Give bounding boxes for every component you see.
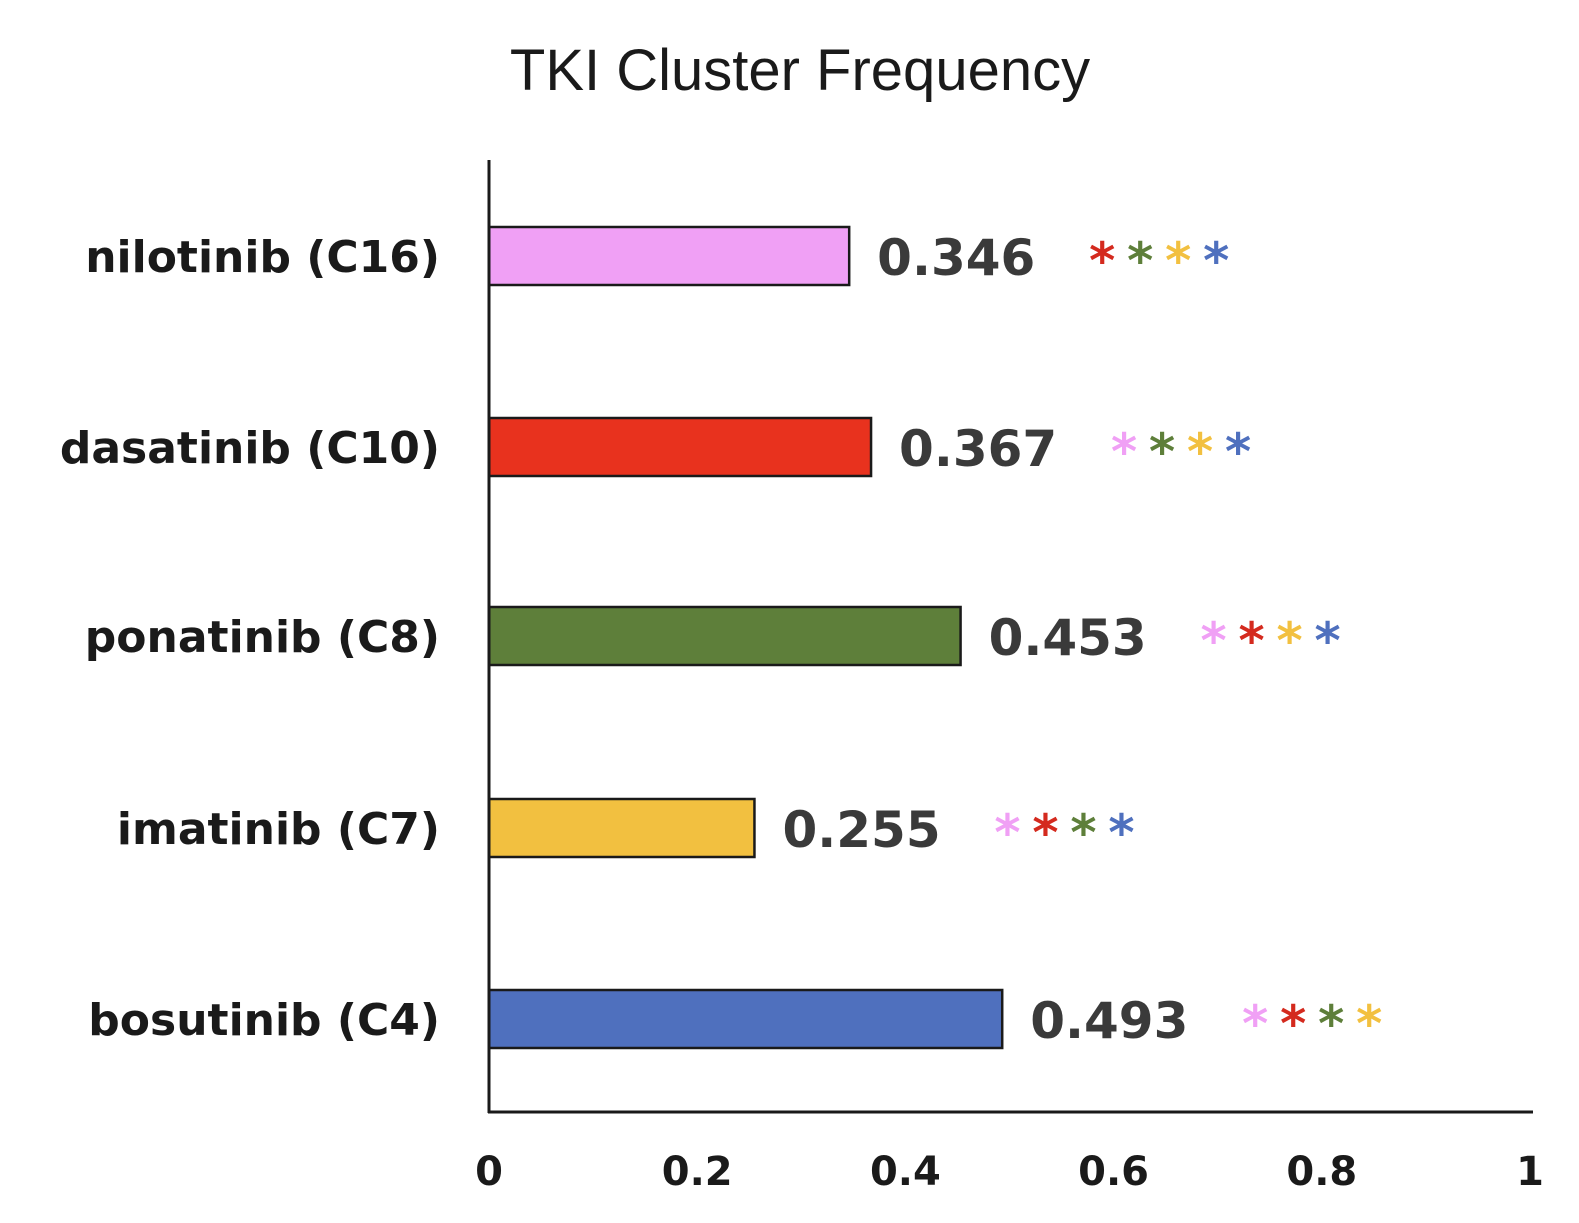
value-label-4: 0.493 [1030, 992, 1188, 1050]
significance-star-0-3: * [1203, 232, 1229, 290]
significance-star-3-0: * [994, 804, 1020, 862]
category-label-1: dasatinib (C10) [60, 423, 440, 474]
value-label-3: 0.255 [782, 801, 940, 859]
significance-star-2-3: * [1314, 612, 1340, 670]
value-label-0: 0.346 [877, 229, 1035, 287]
chart-title: TKI Cluster Frequency [510, 38, 1090, 103]
labels-layer: nilotinib (C16) 0.346 dasatinib (C10) 0.367… [60, 229, 1189, 1050]
significance-layer: * * * ** * * ** * * ** * * ** * * * [994, 232, 1382, 1053]
value-label-1: 0.367 [899, 420, 1057, 478]
x-tick-label-2: 0.4 [870, 1149, 941, 1195]
significance-star-2-2: * [1276, 612, 1302, 670]
bar-3 [487, 797, 756, 859]
significance-star-1-2: * [1187, 423, 1213, 481]
significance-star-4-3: * [1356, 995, 1382, 1053]
significance-star-2-0: * [1200, 612, 1226, 670]
x-tick-label-1: 0.2 [662, 1149, 733, 1195]
significance-star-2-1: * [1238, 612, 1264, 670]
significance-star-3-3: * [1108, 804, 1134, 862]
bar-4 [487, 988, 1004, 1050]
bars-layer [487, 225, 1004, 1050]
significance-star-4-2: * [1318, 995, 1344, 1053]
x-tick-label-4: 0.8 [1286, 1149, 1357, 1195]
significance-star-0-1: * [1127, 232, 1153, 290]
x-tick-label-3: 0.6 [1078, 1149, 1149, 1195]
bar-2 [487, 605, 962, 667]
category-label-2: ponatinib (C8) [85, 612, 440, 663]
category-label-3: imatinib (C7) [117, 804, 440, 855]
category-label-4: bosutinib (C4) [88, 995, 440, 1046]
bar-1 [487, 416, 873, 478]
significance-star-0-0: * [1089, 232, 1115, 290]
significance-star-4-1: * [1280, 995, 1306, 1053]
x-tick-label-0: 0 [475, 1149, 503, 1195]
category-label-0: nilotinib (C16) [85, 232, 440, 283]
significance-star-1-1: * [1149, 423, 1175, 481]
value-label-2: 0.453 [989, 609, 1147, 667]
significance-star-1-3: * [1225, 423, 1251, 481]
significance-star-3-2: * [1070, 804, 1096, 862]
x-tick-label-5: 1 [1516, 1149, 1544, 1195]
x-axis-ticks: 0 0.2 0.4 0.6 0.8 1 [475, 1149, 1544, 1195]
significance-star-0-2: * [1165, 232, 1191, 290]
significance-star-3-1: * [1032, 804, 1058, 862]
significance-star-4-0: * [1242, 995, 1268, 1053]
significance-star-1-0: * [1111, 423, 1137, 481]
bar-0 [487, 225, 851, 287]
